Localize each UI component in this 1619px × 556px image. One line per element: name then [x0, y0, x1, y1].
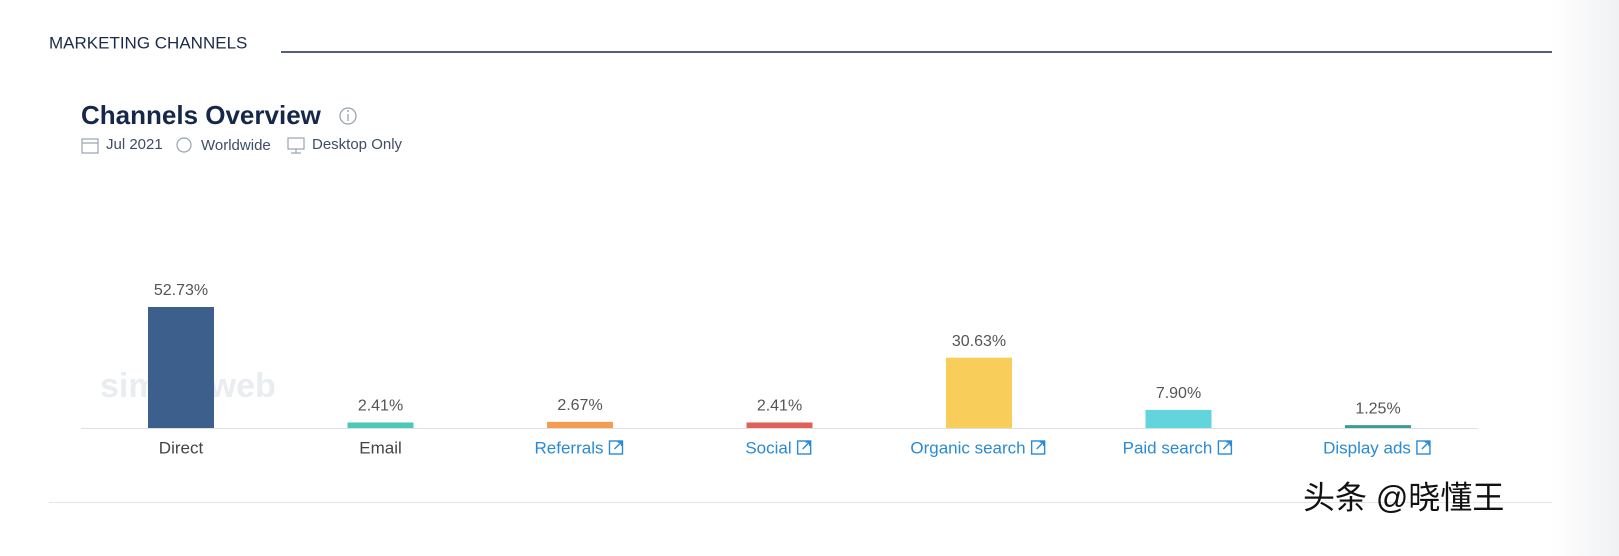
bar: [1345, 425, 1411, 428]
bar: [946, 357, 1012, 428]
bar: [347, 422, 414, 428]
bar: [1145, 409, 1212, 428]
channel-link[interactable]: Organic search: [910, 438, 1025, 457]
edge-shade: [1552, 0, 1619, 556]
icon-box: [608, 440, 624, 455]
value-label: 2.67%: [557, 397, 602, 414]
value-label: 1.25%: [1355, 400, 1400, 417]
calendar-icon: [81, 138, 99, 154]
icon-box: [1217, 440, 1233, 455]
icon-box: [1030, 440, 1046, 455]
desktop-icon: [287, 137, 305, 154]
external-link-icon[interactable]: [608, 440, 624, 455]
info-icon[interactable]: [339, 107, 357, 125]
icon-arrow: [802, 441, 811, 450]
external-link-icon[interactable]: [1030, 440, 1046, 455]
external-link-icon[interactable]: [796, 440, 812, 455]
chart: 52.73% Direct 2.41% Email 2.67% Referrals 2.41…: [148, 282, 1431, 457]
region-filter: Worldwide: [201, 137, 271, 154]
x-tick-label: Email: [359, 438, 402, 457]
bar: [547, 421, 613, 428]
bar: [148, 307, 214, 428]
value-label: 52.73%: [154, 282, 208, 299]
date-filter: Jul 2021: [106, 136, 163, 153]
icon-box: [796, 440, 812, 455]
value-label: 30.63%: [952, 333, 1006, 350]
channel-link[interactable]: Display ads: [1323, 438, 1411, 457]
globe-icon: [176, 137, 192, 153]
value-label: 7.90%: [1156, 385, 1201, 402]
channel-link[interactable]: Social: [745, 438, 791, 457]
icon-box: [1416, 440, 1431, 455]
value-label: 2.41%: [757, 398, 802, 415]
channel-link[interactable]: Referrals: [535, 438, 604, 457]
device-filter: Desktop Only: [312, 136, 403, 153]
external-link-icon[interactable]: [1217, 440, 1233, 455]
icon-arrow: [613, 441, 623, 450]
channel-link[interactable]: Paid search: [1123, 438, 1213, 457]
bar: [746, 422, 813, 428]
card-title: Channels Overview: [81, 100, 322, 130]
external-link-icon[interactable]: [1416, 440, 1431, 455]
icon-arrow: [1222, 441, 1232, 450]
icon-arrow: [1036, 441, 1045, 450]
credit: 头条 @晓懂王: [1303, 479, 1504, 515]
icon-arrow: [1421, 441, 1430, 450]
x-tick-label: Direct: [159, 438, 204, 457]
value-label: 2.41%: [358, 398, 403, 415]
section-title: MARKETING CHANNELS: [49, 33, 247, 52]
